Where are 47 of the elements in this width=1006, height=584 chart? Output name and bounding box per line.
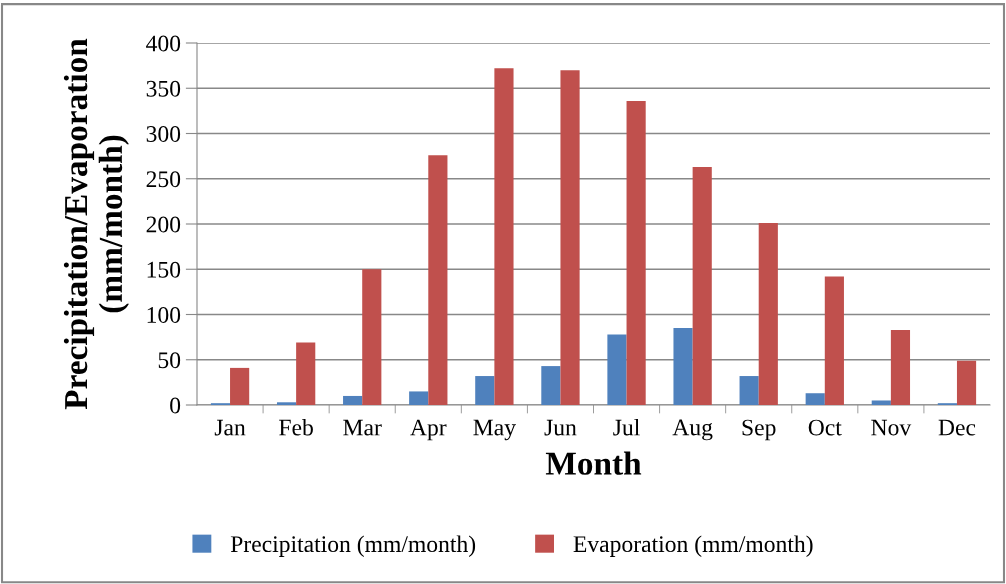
- bar: [409, 391, 429, 405]
- x-tick-label: Jul: [613, 418, 640, 436]
- bar: [475, 376, 495, 405]
- y-tick-label: 350: [146, 80, 181, 97]
- bar: [673, 328, 693, 405]
- y-tick-label: 250: [146, 171, 181, 188]
- bar: [805, 393, 825, 405]
- x-tick-label: Sep: [742, 419, 776, 441]
- y-tick-label: 200: [146, 216, 181, 233]
- bar: [230, 367, 250, 405]
- bar: [739, 376, 759, 405]
- x-tick-label: Mar: [343, 419, 382, 436]
- bar: [824, 276, 844, 405]
- bar: [626, 100, 646, 405]
- y-axis-title: Precipitation/Evaporation (mm/month): [63, 38, 129, 410]
- y-tick-label: 0: [170, 397, 181, 414]
- y-tick-label: 50: [158, 352, 181, 369]
- x-tick-label: Jan: [214, 419, 246, 436]
- bar: [541, 366, 561, 405]
- x-tick-label: Jun: [544, 419, 577, 436]
- bar: [607, 334, 627, 405]
- bar: [871, 400, 891, 405]
- bar: [276, 402, 297, 405]
- x-tick-label: May: [473, 419, 516, 441]
- legend-label: Precipitation (mm/month): [230, 535, 476, 557]
- x-tick-label: Dec: [938, 419, 976, 436]
- y-tick-label: 400: [146, 35, 181, 52]
- x-tick-label: Aug: [672, 419, 713, 441]
- y-tick-label: 150: [147, 261, 181, 278]
- legend-label: Evaporation (mm/month): [573, 535, 813, 557]
- y-tick-label: 100: [147, 306, 181, 323]
- x-tick-label: Oct: [808, 419, 842, 436]
- bar: [890, 329, 911, 405]
- x-tick-label: Apr: [410, 419, 447, 441]
- bar: [956, 360, 977, 405]
- bar: [362, 269, 382, 405]
- bar: [343, 395, 363, 405]
- bar: [692, 166, 712, 405]
- bar: [758, 223, 778, 405]
- x-tick-label: Nov: [871, 419, 912, 436]
- x-tick-label: Feb: [279, 418, 313, 436]
- bar: [494, 68, 514, 405]
- x-axis-title: Month: [545, 451, 642, 475]
- bar: [428, 155, 448, 405]
- bar: [560, 70, 580, 405]
- y-tick-label: 300: [146, 125, 181, 142]
- bar: [296, 342, 316, 405]
